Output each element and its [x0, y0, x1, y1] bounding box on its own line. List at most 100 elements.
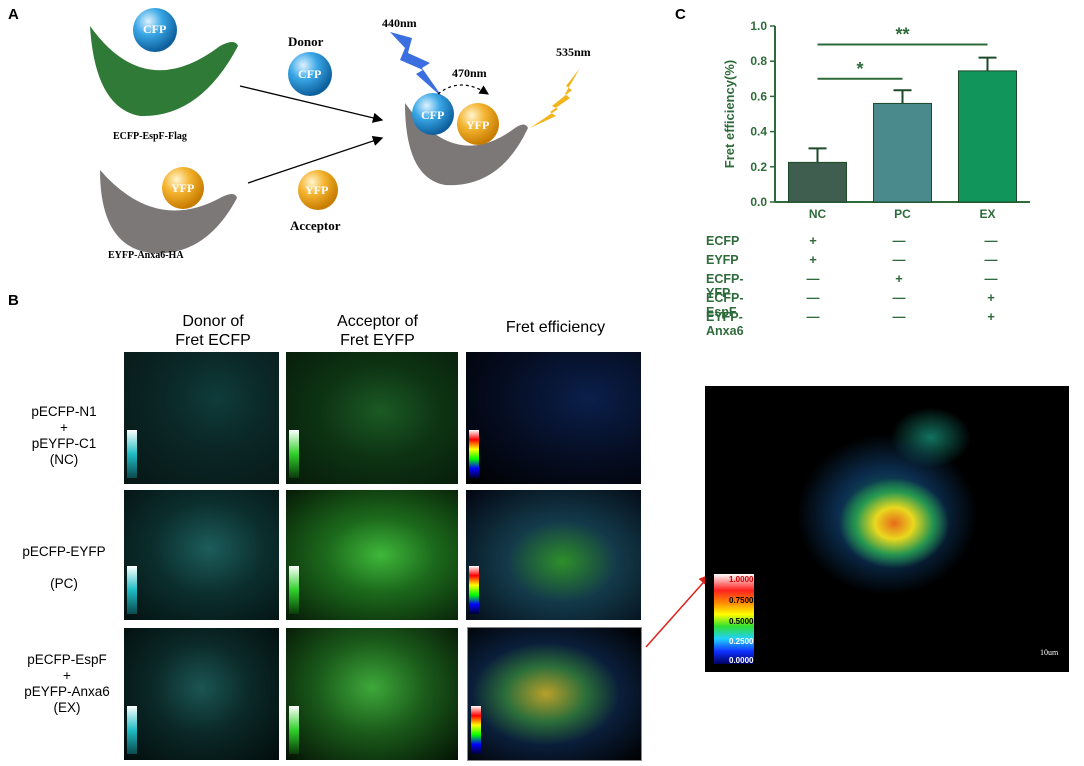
table-mark: — — [806, 290, 820, 305]
fret-efficiency-bar-chart: 0.0 0.2 0.4 0.6 0.8 1.0 Fret efficiency(%) NC PC… — [722, 19, 1030, 221]
y-tick-label: 0.0 — [750, 195, 767, 209]
table-row-label: ECFP-EspF — [706, 291, 744, 319]
espf-crescent — [90, 26, 238, 117]
table-mark: — — [984, 233, 998, 248]
blue-lightning-icon — [390, 32, 443, 98]
enlarged-fret-image — [705, 386, 1069, 672]
panel-c-letter: C — [675, 6, 686, 23]
zoom-callout-arrow — [645, 573, 711, 648]
image-pc-fret — [466, 490, 641, 620]
cfp-emission-wavelength: 470nm — [452, 66, 487, 80]
table-row-label: EYFP-Anxa6 — [706, 310, 744, 338]
energy-transfer-arc — [437, 84, 490, 95]
y-tick-label: 0.8 — [750, 54, 767, 68]
colorbar-tick-2: 0.7500 — [729, 596, 754, 605]
table-mark: + — [809, 233, 817, 248]
image-pc-acceptor — [286, 490, 458, 620]
donor-label: Donor — [288, 34, 324, 49]
y-tick-label: 1.0 — [750, 19, 767, 33]
table-mark: + — [809, 252, 817, 267]
yfp-sphere — [162, 167, 204, 209]
col-head-fret: Fret efficiency — [505, 319, 606, 336]
yfp-label-3: YFP — [466, 118, 490, 132]
ex-fret-scale — [471, 706, 481, 754]
panel-b-letter: B — [8, 292, 19, 309]
table-mark: — — [892, 252, 906, 267]
cfp-sphere — [133, 8, 177, 52]
image-ex-acceptor — [286, 628, 458, 760]
yellow-lightning-icon — [530, 68, 580, 128]
row-head-nc: pECFP-N1 + pEYFP-C1 (NC) — [31, 404, 97, 467]
donor-cfp-sphere — [288, 52, 332, 96]
significance-marker: * — [856, 59, 863, 79]
table-mark: + — [987, 309, 995, 324]
image-ex-donor — [124, 628, 279, 760]
complex-crescent — [405, 103, 528, 186]
table-mark: + — [895, 271, 903, 286]
enlarged-colorbar — [714, 574, 754, 664]
ex-acceptor-scale — [289, 706, 299, 754]
table-mark: — — [892, 309, 906, 324]
y-tick-label: 0.6 — [750, 89, 767, 103]
image-nc-fret — [466, 352, 641, 484]
x-tick-label: PC — [894, 207, 911, 221]
pc-acceptor-scale — [289, 566, 299, 614]
bar-pc — [873, 102, 932, 203]
cfp-label-2: CFP — [298, 67, 322, 81]
complex-cfp-sphere — [412, 93, 454, 135]
col-head-donor: Donor of Fret ECFP — [175, 313, 251, 349]
x-tick-label: EX — [979, 207, 995, 221]
bar-nc — [788, 161, 847, 203]
ex-donor-scale — [127, 706, 137, 754]
ecfp-construct-label: ECFP-EspF-Flag — [113, 131, 187, 142]
acceptor-label: Acceptor — [290, 218, 341, 233]
table-mark: — — [984, 271, 998, 286]
nc-donor-scale — [127, 430, 137, 478]
image-nc-donor — [124, 352, 279, 484]
col-head-acceptor: Acceptor of Fret EYFP — [337, 313, 418, 349]
table-row-label: ECFP-YFP — [706, 272, 744, 300]
colorbar-tick-5: 0.0000 — [729, 656, 754, 665]
nc-acceptor-scale — [289, 430, 299, 478]
table-row-label: EYFP — [706, 253, 739, 267]
y-tick-label: 0.4 — [750, 125, 767, 139]
yfp-emission-wavelength: 535nm — [556, 45, 591, 59]
panel-a-letter: A — [8, 6, 19, 23]
cfp-label-3: CFP — [421, 108, 445, 122]
table-mark: — — [984, 252, 998, 267]
table-mark: — — [806, 309, 820, 324]
cfp-label-1: CFP — [143, 22, 167, 36]
y-axis-label: Fret efficiency(%) — [722, 60, 737, 168]
table-mark: — — [806, 271, 820, 286]
colorbar-tick-3: 0.5000 — [729, 617, 754, 626]
excitation-wavelength: 440nm — [382, 16, 417, 30]
colorbar-tick-4: 0.2500 — [729, 637, 754, 646]
x-tick-label: NC — [809, 207, 827, 221]
image-pc-donor — [124, 490, 279, 620]
image-ex-fret — [467, 627, 642, 761]
significance-marker: ** — [895, 24, 909, 44]
complex-yfp-sphere — [457, 103, 499, 145]
table-mark: — — [892, 290, 906, 305]
y-tick-label: 0.2 — [750, 160, 767, 174]
enlarged-scalebar-label: 10um — [1040, 648, 1059, 657]
row-head-pc: pECFP-EYFP (PC) — [22, 544, 106, 591]
fret-schematic — [90, 8, 580, 254]
row-head-ex: pECFP-EspF + pEYFP-Anxa6 (EX) — [24, 652, 110, 715]
eyfp-construct-label: EYFP-Anxa6-HA — [108, 250, 184, 261]
table-mark: — — [892, 233, 906, 248]
colorbar-tick-1: 1.0000 — [729, 575, 754, 584]
acceptor-yfp-sphere — [298, 170, 338, 210]
anxa6-crescent — [100, 170, 237, 254]
arrow-bottom — [247, 135, 384, 184]
yfp-label-1: YFP — [171, 181, 195, 195]
pc-fret-scale — [469, 566, 479, 614]
table-row-label: ECFP — [706, 234, 740, 248]
arrow-top — [239, 85, 384, 123]
table-mark: + — [987, 290, 995, 305]
bar-ex — [958, 70, 1017, 203]
yfp-label-2: YFP — [305, 183, 329, 197]
pc-donor-scale — [127, 566, 137, 614]
nc-fret-scale — [469, 430, 479, 478]
image-nc-acceptor — [286, 352, 458, 484]
